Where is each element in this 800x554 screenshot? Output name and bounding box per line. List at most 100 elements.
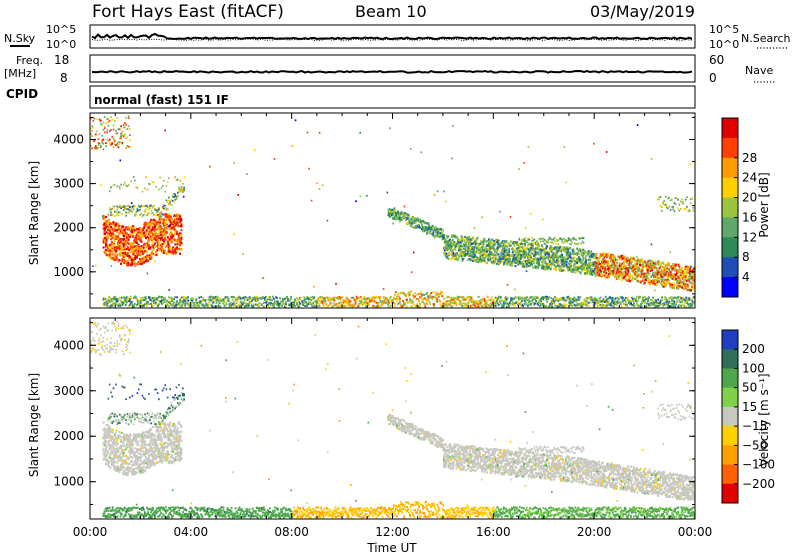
heatmap-cell (119, 254, 122, 257)
heatmap-cell (255, 295, 258, 298)
heatmap-cell (426, 302, 429, 305)
heatmap-cell (388, 302, 390, 305)
heatmap-cell (615, 300, 618, 303)
heatmap-cell (499, 302, 502, 305)
heatmap-cell (337, 298, 340, 300)
heatmap-cell (123, 248, 126, 251)
heatmap-cell (557, 299, 560, 302)
heatmap-cell (117, 214, 120, 217)
heatmap-cell (139, 214, 141, 216)
heatmap-cell (158, 249, 161, 252)
heatmap-cell (258, 297, 261, 299)
heatmap-cell (377, 305, 380, 308)
heatmap-cell (657, 298, 659, 301)
heatmap-cell (448, 244, 451, 247)
heatmap-cell (388, 301, 390, 304)
heatmap-cell (324, 297, 327, 300)
heatmap-cell (510, 240, 512, 243)
heatmap-cell (519, 302, 521, 305)
heatmap-cell (445, 241, 448, 244)
heatmap-cell (169, 302, 171, 305)
heatmap-cell (589, 267, 592, 270)
nsearch-series (91, 38, 693, 42)
heatmap-cell (115, 304, 118, 306)
heatmap-cell (175, 179, 178, 181)
heatmap-cell (613, 303, 616, 306)
heatmap-cell (157, 299, 159, 302)
heatmap-cell (202, 303, 205, 306)
heatmap-cell (151, 250, 153, 253)
heatmap-cell (402, 305, 404, 307)
heatmap-cell (153, 218, 156, 221)
heatmap-cell (461, 305, 464, 307)
heatmap-cell (540, 297, 542, 300)
heatmap-cell (246, 297, 249, 300)
heatmap-cell (161, 251, 164, 254)
heatmap-cell (298, 300, 300, 303)
heatmap-cell (282, 299, 284, 302)
heatmap-cell (561, 257, 564, 260)
heatmap-cell (160, 211, 163, 213)
heatmap-cell (425, 302, 428, 305)
heatmap-cell (123, 238, 125, 241)
heatmap-cell (636, 302, 638, 305)
heatmap-cell (113, 296, 116, 298)
heatmap-cell (137, 303, 140, 305)
heatmap-cell (164, 301, 166, 303)
heatmap-cell (299, 302, 301, 305)
heatmap-cell (447, 257, 450, 260)
heatmap-cell (205, 304, 208, 307)
heatmap-cell (503, 258, 505, 261)
heatmap-cell (567, 250, 570, 253)
heatmap-cell (531, 243, 534, 246)
heatmap-cell (103, 125, 106, 128)
heatmap-cell (517, 303, 519, 306)
heatmap-cell (163, 230, 166, 233)
heatmap-cell (503, 247, 506, 250)
heatmap-cell (601, 303, 604, 306)
heatmap-cell (607, 297, 610, 300)
heatmap-cell (661, 303, 663, 306)
heatmap-cell (612, 254, 615, 257)
heatmap-cell (535, 296, 537, 299)
heatmap-cell (412, 216, 414, 219)
heatmap-cell (626, 296, 629, 299)
heatmap-cell (178, 303, 180, 306)
heatmap-cell (400, 291, 402, 294)
heatmap-cell (622, 302, 625, 305)
heatmap-cell (183, 186, 185, 189)
heatmap-cell (129, 134, 131, 137)
heatmap-cell (492, 257, 495, 260)
heatmap-cell (96, 130, 98, 133)
heatmap-cell (520, 261, 523, 264)
heatmap-cell (162, 299, 164, 302)
heatmap-cell (465, 297, 468, 300)
heatmap-cell (176, 232, 178, 235)
heatmap-cell (476, 237, 479, 240)
heatmap-cell (605, 298, 608, 301)
heatmap-cell (121, 229, 124, 232)
heatmap-cell (433, 303, 436, 306)
heatmap-cell (254, 303, 257, 306)
heatmap-cell (523, 255, 526, 258)
heatmap-cell (617, 273, 620, 276)
heatmap-cell (505, 298, 508, 301)
heatmap-cell (154, 246, 156, 249)
heatmap-cell (137, 209, 140, 212)
heatmap-cell (669, 301, 672, 304)
heatmap-cell (581, 251, 584, 255)
heatmap-cell (125, 117, 127, 119)
heatmap-cell (409, 220, 412, 223)
heatmap-cell (497, 296, 500, 299)
heatmap-cell (543, 248, 546, 251)
heatmap-cell (456, 235, 459, 239)
heatmap-cell (127, 298, 130, 301)
heatmap-cell (578, 304, 581, 307)
heatmap-cell (172, 246, 175, 249)
heatmap-cell (570, 265, 572, 268)
heatmap-cell (691, 300, 694, 303)
heatmap-cell (182, 296, 185, 299)
heatmap-cell (521, 296, 523, 299)
heatmap-cell (579, 304, 582, 307)
heatmap-cell (471, 248, 474, 251)
